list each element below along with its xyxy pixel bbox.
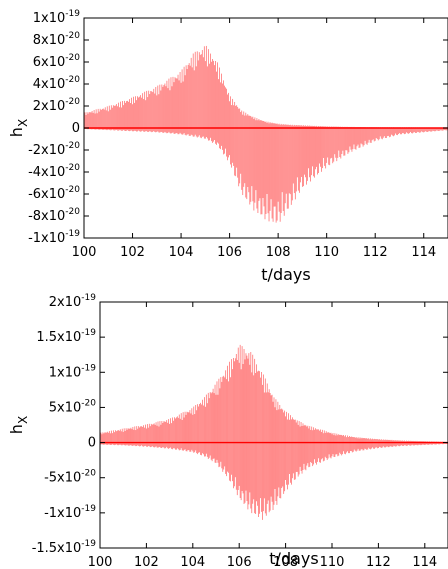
x-tick-label: 110 <box>320 555 345 569</box>
x-tick-label: 112 <box>366 555 391 569</box>
x-tick-label: 104 <box>169 245 194 260</box>
y-tick-label: 2x10-19 <box>49 293 96 310</box>
y-axis-label: hX <box>7 119 30 137</box>
x-tick-label: 114 <box>411 245 436 260</box>
chart-1: 100 102 104 106 108 110 112 114 -1x10-19 -8x10-20… <box>7 9 448 284</box>
y-tick-label: 1.5x10-19 <box>36 328 96 345</box>
y-tick-label: 1x10-19 <box>49 363 96 380</box>
y-tick-label: -1x10-19 <box>44 504 96 521</box>
y-tick-label: 5x10-20 <box>49 398 96 415</box>
x-tick-label: 100 <box>88 555 113 569</box>
x-tick-label: 104 <box>180 555 205 569</box>
x-tick-label: 110 <box>314 245 339 260</box>
x-tick-label: 112 <box>363 245 388 260</box>
y-tick-label: -1x10-19 <box>28 229 80 246</box>
x-tick-label: 114 <box>412 555 437 569</box>
y-tick-label: 8x10-20 <box>33 31 80 48</box>
y-tick-label: 0 <box>72 121 80 136</box>
y-tick-label: 4x10-20 <box>33 75 80 92</box>
x-axis-label: t/days <box>261 265 310 284</box>
y-tick-label: -1.5x10-19 <box>32 539 97 556</box>
signal-series <box>83 45 448 223</box>
chart-2: 100 102 104 106 108 110 112 114 -1.5x10-19 -1x10-… <box>7 293 448 569</box>
y-tick-label: -6x10-20 <box>28 185 80 202</box>
x-tick-label: 108 <box>266 245 291 260</box>
x-tick-label: 106 <box>227 555 252 569</box>
y-tick-label: -2x10-20 <box>28 141 80 158</box>
x-tick-label: 102 <box>134 555 159 569</box>
x-tick-label: 108 <box>273 555 298 569</box>
y-axis-label: hX <box>7 416 30 434</box>
y-tick-label: -8x10-20 <box>28 207 80 224</box>
y-tick-label: 6x10-20 <box>33 53 80 70</box>
x-tick-label: 106 <box>217 245 242 260</box>
x-tick-label: 102 <box>120 245 145 260</box>
y-tick-label: 2x10-20 <box>33 97 80 114</box>
signal-series <box>99 344 448 520</box>
y-tick-label: 1x10-19 <box>33 9 80 26</box>
x-tick-label: 100 <box>72 245 97 260</box>
y-tick-label: 0 <box>88 436 96 451</box>
plot-frame <box>99 301 448 549</box>
x-axis-label: t/days <box>269 549 318 568</box>
y-tick-label: -4x10-20 <box>28 163 80 180</box>
y-tick-label: -5x10-20 <box>44 469 96 486</box>
